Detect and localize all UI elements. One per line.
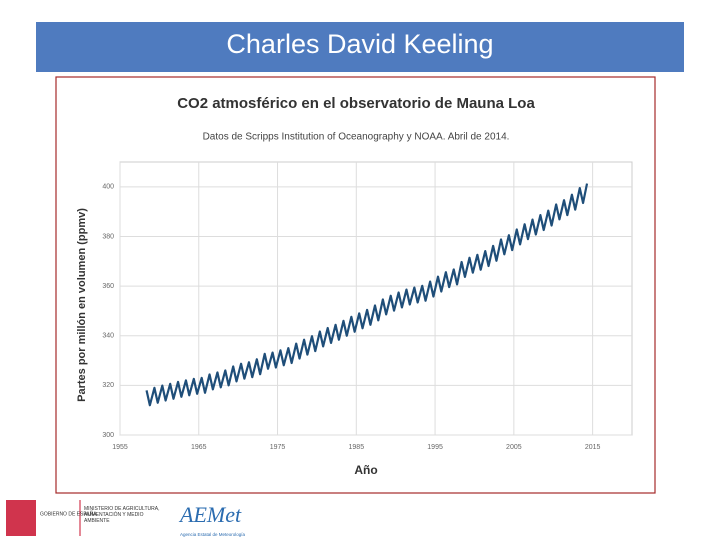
plot: 300 320 340 360 380 400 1955 1965 1975 1985 1995 20… (102, 161, 633, 451)
y-axis-label: Partes por millón en volumen (ppmv) (76, 208, 88, 402)
y-tick-label: 300 (102, 432, 114, 439)
government-text: GOBIERNO DE ESPAÑA (40, 510, 97, 517)
x-tick-label: 2005 (506, 444, 522, 451)
y-tick-label: 400 (102, 184, 114, 191)
agency-logo: AEMet (178, 502, 242, 527)
slide-title: Charles David Keeling (226, 29, 493, 59)
chart-title: CO2 atmosférico en el observatorio de Ma… (177, 95, 535, 112)
y-tick-label: 380 (102, 233, 114, 240)
ministry-text: MINISTERIO DE AGRICULTURA, ALIMENTACIÓN … (84, 506, 160, 524)
x-axis-label: Año (354, 463, 377, 477)
x-tick-label: 1985 (349, 444, 365, 451)
title-bar (36, 22, 684, 72)
y-tick-label: 340 (102, 333, 114, 340)
x-tick-label: 1955 (112, 444, 128, 451)
ministry-box: MINISTERIO DE AGRICULTURA, ALIMENTACIÓN … (84, 506, 160, 524)
agency-name: Agencia Estatal de Meteorología (180, 532, 246, 537)
y-tick-label: 360 (102, 283, 114, 290)
footer: GOBIERNO DE ESPAÑA MINISTERIO DE AGRICUL… (6, 496, 266, 540)
agency-logo-box (174, 496, 266, 540)
x-tick-label: 1965 (191, 444, 207, 451)
x-tick-label: 1975 (270, 444, 286, 451)
chart-subtitle: Datos de Scripps Institution of Oceanogr… (203, 132, 510, 143)
coat-of-arms (6, 500, 36, 536)
co2-line (145, 183, 589, 407)
x-tick-label: 2015 (585, 444, 601, 451)
y-tick-label: 320 (102, 382, 114, 389)
x-tick-label: 1995 (427, 444, 443, 451)
